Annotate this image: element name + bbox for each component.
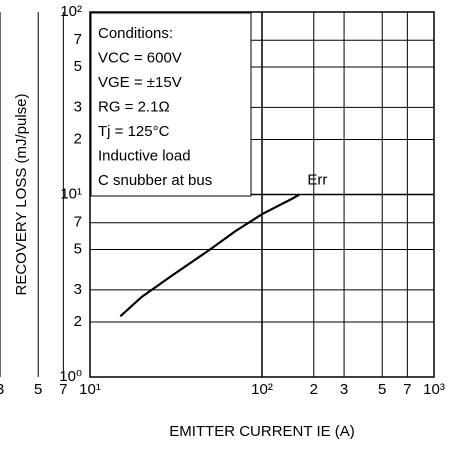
y-axis-label: RECOVERY LOSS (mJ/pulse)	[13, 93, 30, 295]
line	[119, 193, 300, 318]
x-tick-label: 5	[378, 381, 386, 398]
annotation: VGE = ±15V	[98, 74, 182, 91]
annotation: Conditions:	[98, 25, 173, 42]
annotation: VCC = 600V	[98, 49, 182, 66]
y-tick-label: 2	[74, 131, 82, 148]
x-tick-label: 3	[0, 381, 4, 398]
annotation: C snubber at bus	[98, 172, 212, 189]
plot-frame	[89, 11, 435, 378]
annotation: RG = 2.1Ω	[98, 98, 170, 115]
x-axis-label: EMITTER CURRENT IE (A)	[169, 423, 355, 440]
y-tick-label: 7	[74, 31, 82, 48]
y-tick-label: 5	[74, 240, 82, 257]
x-tick-label: 3	[340, 381, 348, 398]
x-tick-label: 7	[403, 381, 411, 398]
y-tick-label: 3	[74, 281, 82, 298]
y-tick-label: 3	[74, 98, 82, 115]
conditions-box	[90, 12, 252, 197]
y-tick-label: 10⁰	[59, 368, 82, 385]
y-tick-label: 2	[74, 313, 82, 330]
annotation: Inductive load	[98, 147, 191, 164]
y-tick-label: 5	[74, 58, 82, 75]
x-tick-label: 10²	[251, 381, 273, 398]
x-tick-label: 10¹	[79, 381, 101, 398]
x-tick-label: 10³	[423, 381, 445, 398]
x-tick-label: 5	[34, 381, 42, 398]
annotation: Tj = 125°C	[98, 123, 170, 140]
y-tick-label: 10¹	[60, 185, 82, 202]
y-tick-label: 7	[74, 214, 82, 231]
legend-label: Err	[307, 171, 327, 188]
x-tick-label: 7	[59, 381, 67, 398]
x-tick-label: 2	[310, 381, 318, 398]
y-tick-label: 10²	[60, 3, 82, 20]
